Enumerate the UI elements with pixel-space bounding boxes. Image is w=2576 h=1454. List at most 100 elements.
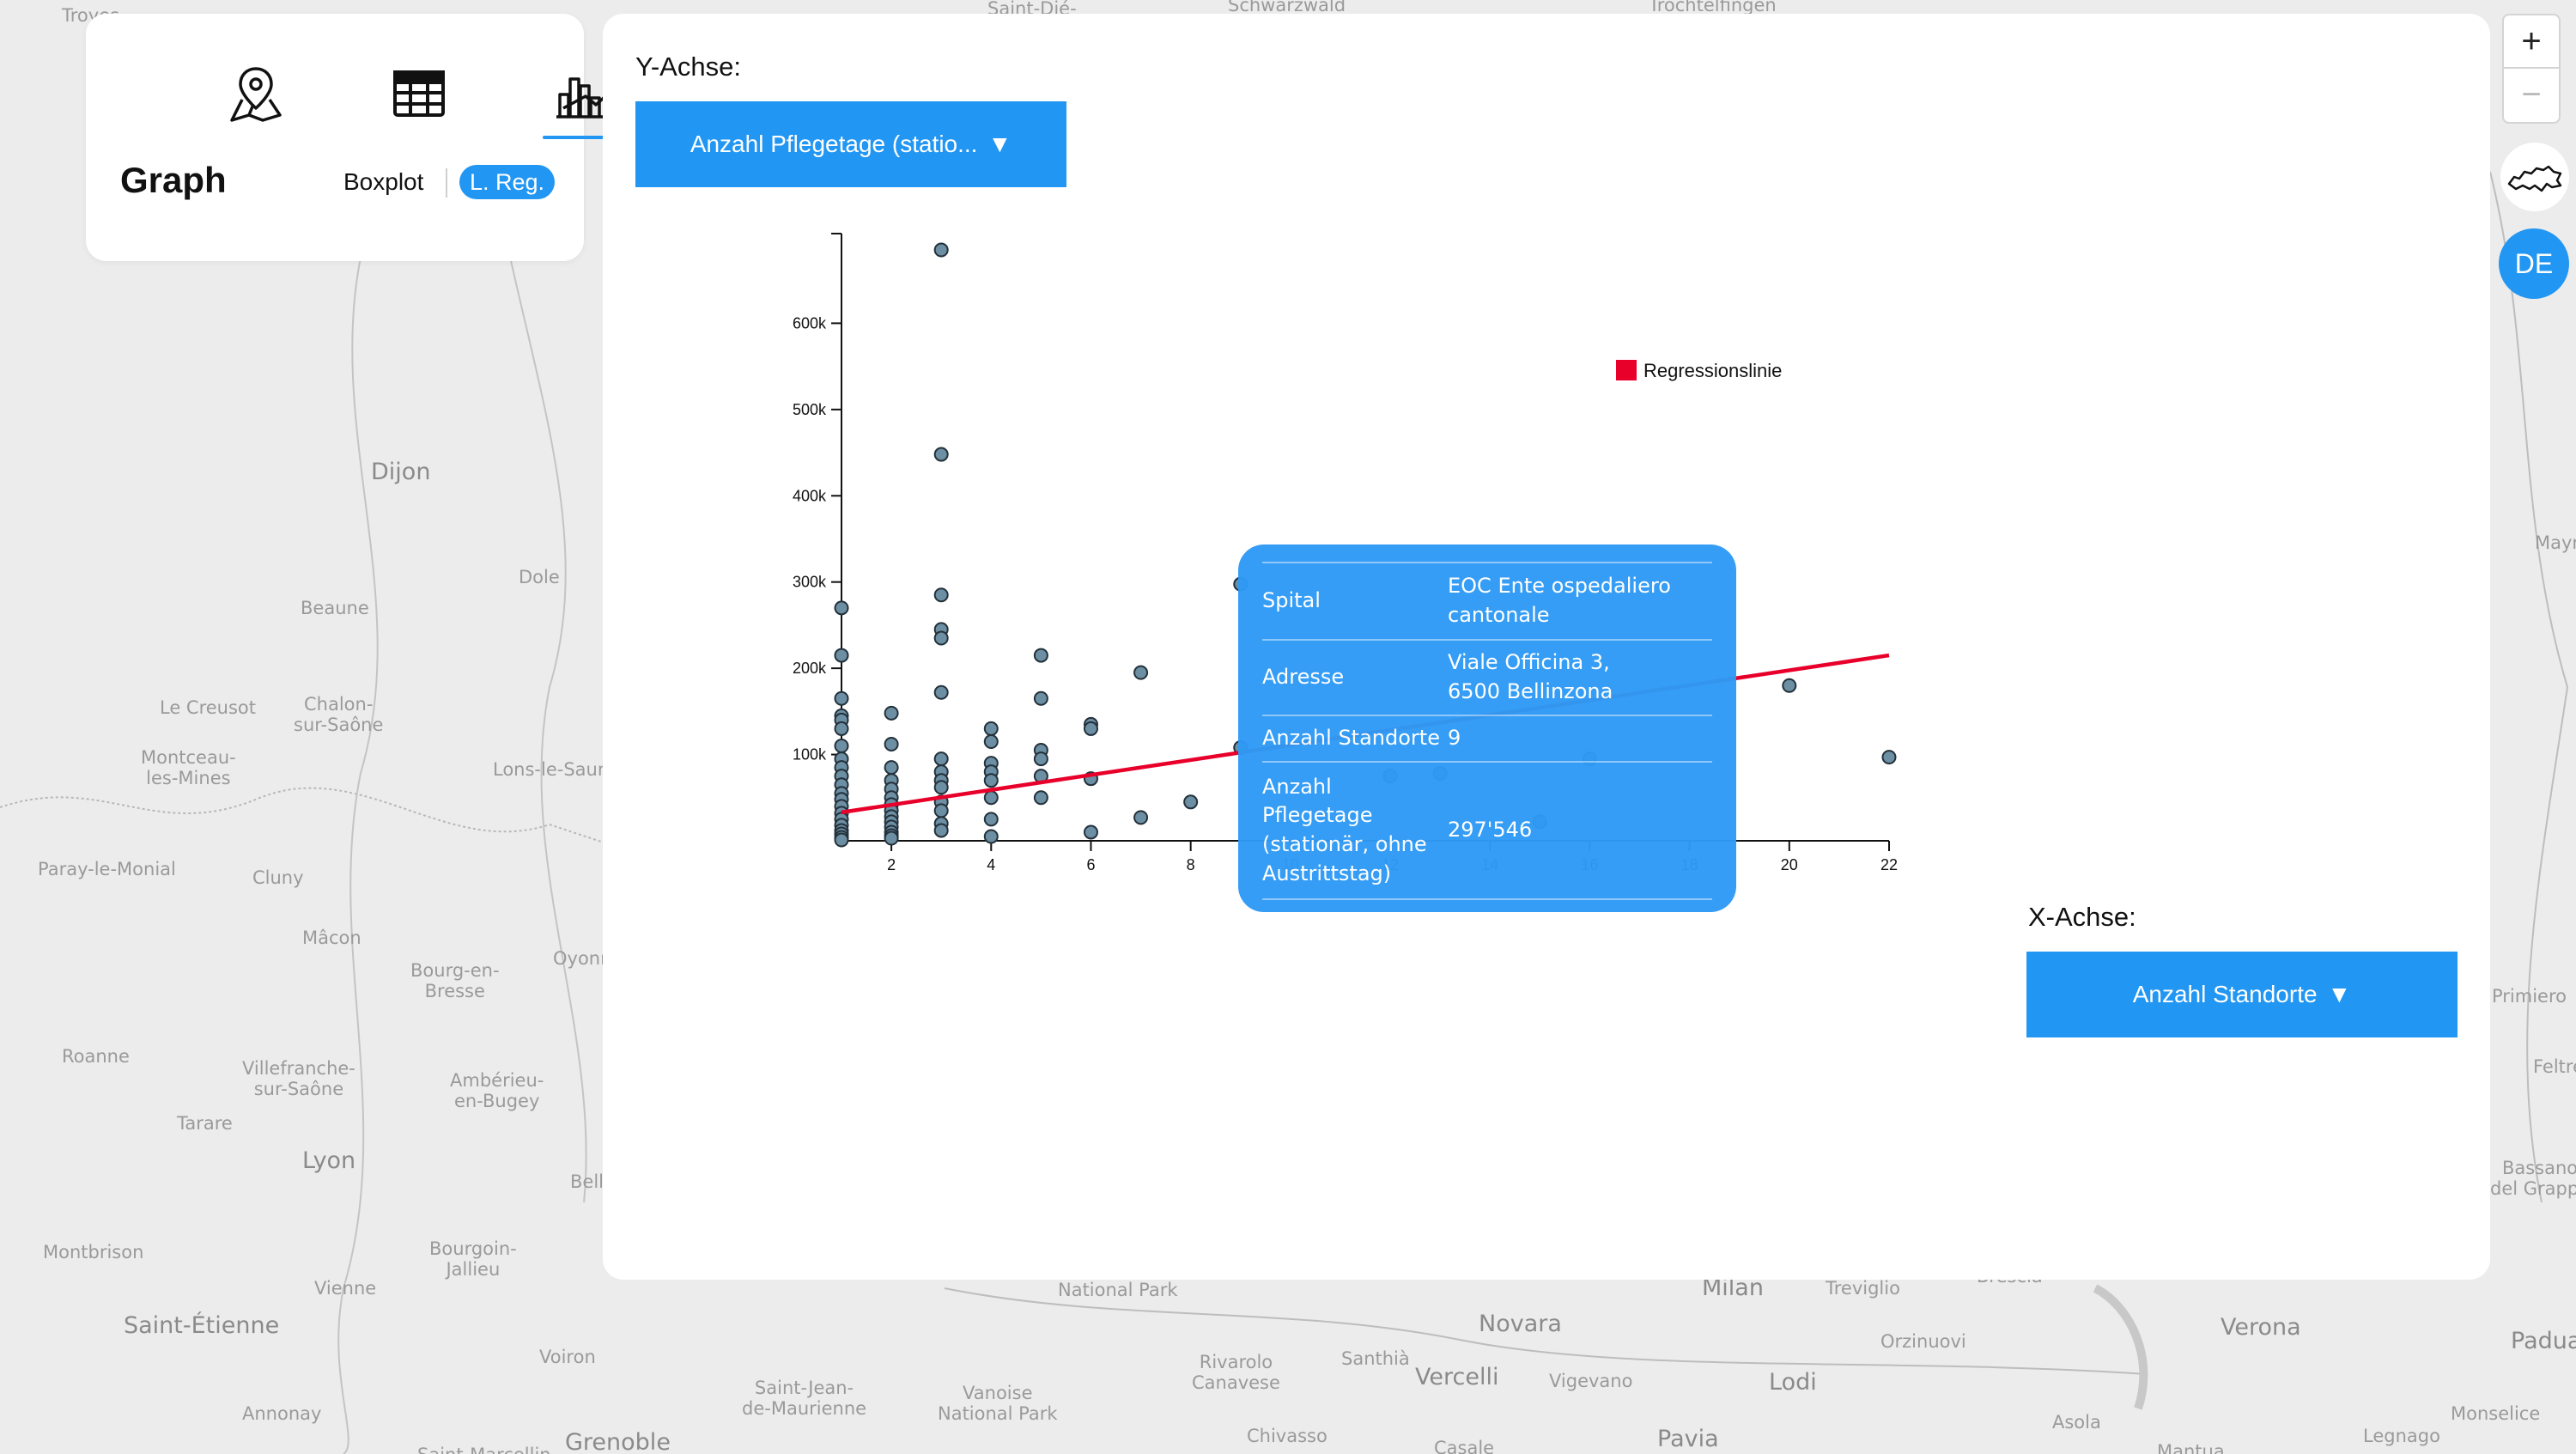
legend-swatch	[1616, 360, 1637, 380]
switzerland-reset-button[interactable]	[2500, 143, 2569, 211]
data-point	[933, 242, 949, 258]
table-icon[interactable]	[385, 60, 453, 129]
data-point	[834, 690, 849, 706]
map-pin-icon[interactable]	[222, 60, 290, 129]
map-place-label: Legnago	[2363, 1426, 2440, 1446]
map-place-label: Vienne	[314, 1278, 377, 1299]
tooltip-row: Anzahl Standorte 9	[1262, 715, 1712, 763]
data-point	[1183, 794, 1199, 810]
y-tick-label: 600k	[793, 314, 827, 332]
tooltip-value: 297'546	[1448, 762, 1712, 900]
y-tick-label: 400k	[793, 487, 827, 504]
y-tick-label: 500k	[793, 401, 827, 418]
tooltip-value: EOC Ente ospedaliero cantonale	[1448, 562, 1712, 641]
language-button[interactable]: DE	[2499, 228, 2569, 299]
scatter-chart: 100k200k300k400k500k600k2468101214161820…	[793, 233, 1898, 873]
y-tick-label: 100k	[793, 746, 827, 764]
x-tick-label: 6	[1086, 856, 1095, 873]
boxplot-tab[interactable]: Boxplot	[343, 168, 424, 195]
data-point	[983, 790, 999, 806]
x-axis-dropdown[interactable]: Anzahl Standorte ▼	[2026, 952, 2458, 1037]
data-point	[884, 830, 899, 846]
data-point	[983, 829, 999, 844]
data-point	[933, 447, 949, 462]
legend-label: Regressionslinie	[1643, 360, 1782, 381]
data-point	[1133, 810, 1149, 825]
data-point	[834, 721, 849, 736]
map-place-label: Treviglio	[1826, 1278, 1900, 1299]
map-place-label: Saint-Marcellin	[417, 1445, 551, 1454]
zoom-in-button[interactable]: +	[2504, 15, 2559, 69]
active-tab-indicator	[543, 136, 630, 139]
point-tooltip: Spital EOC Ente ospedaliero cantonale Ad…	[1238, 544, 1736, 912]
map-place-label: Saint-Jean- de-Maurienne	[742, 1378, 867, 1420]
data-point	[1033, 648, 1048, 663]
map-place-label: Trochtelfingen	[1649, 0, 1777, 15]
x-axis-dropdown-value: Anzahl Standorte	[2132, 981, 2318, 1007]
data-point	[1133, 665, 1149, 680]
data-point	[983, 773, 999, 788]
map-place-label: Roanne	[62, 1046, 130, 1067]
map-place-label: Beaune	[301, 598, 369, 618]
chart-points	[834, 242, 1897, 848]
map-place-label: Pavia	[1657, 1426, 1719, 1452]
map-place-label: Annonay	[242, 1403, 322, 1424]
tooltip-row: Anzahl Pflegetage (stationär, ohne Austr…	[1262, 762, 1712, 900]
data-point	[834, 739, 849, 754]
map-place-label: Bourg-en- Bresse	[410, 960, 500, 1002]
map-place-label: Bourgoin- Jallieu	[429, 1238, 517, 1281]
tooltip-row: Spital EOC Ente ospedaliero cantonale	[1262, 562, 1712, 641]
data-point	[834, 648, 849, 663]
data-point	[1782, 678, 1797, 693]
y-axis-dropdown[interactable]: Anzahl Pflegetage (statio... ▼	[635, 101, 1066, 187]
data-point	[933, 630, 949, 646]
x-tick-label: 8	[1187, 856, 1195, 873]
map-place-label: Le Creusot	[160, 697, 257, 718]
map-place-label: Novara	[1479, 1311, 1562, 1337]
data-point	[983, 734, 999, 749]
tooltip-key: Anzahl Pflegetage (stationär, ohne Austr…	[1262, 762, 1448, 900]
map-place-label: Dijon	[371, 459, 431, 485]
data-point	[933, 587, 949, 603]
data-point	[933, 823, 949, 838]
map-place-label: Cluny	[252, 867, 304, 888]
data-point	[884, 705, 899, 721]
tooltip-value: Viale Officina 3, 6500 Bellinzona	[1448, 640, 1712, 716]
x-tick-label: 22	[1880, 856, 1898, 873]
map-place-label: Ambérieu- en-Bugey	[450, 1070, 544, 1112]
map-place-label: Chalon- sur-Saône	[294, 694, 384, 736]
chevron-down-icon: ▼	[2327, 981, 2352, 1007]
tooltip-key: Anzahl Standorte	[1262, 715, 1448, 763]
zoom-out-button[interactable]: −	[2521, 76, 2542, 113]
map-place-label: Vercelli	[1415, 1364, 1499, 1390]
map-place-label: Tarare	[177, 1113, 233, 1134]
map-place-label: Orzinuovi	[1880, 1331, 1966, 1352]
data-point	[884, 760, 899, 776]
map-place-label: Chivasso	[1247, 1426, 1327, 1446]
y-tick-label: 200k	[793, 660, 827, 677]
map-place-label: Casale	[1434, 1438, 1495, 1454]
x-tick-label: 20	[1781, 856, 1798, 873]
map-place-label: Dole	[519, 567, 560, 587]
chart-icon[interactable]	[551, 60, 620, 129]
map-place-label: Padua	[2511, 1328, 2576, 1354]
map-place-label: Vanoise National Park	[938, 1383, 1058, 1425]
data-point	[834, 832, 849, 848]
map-place-label: Villefranche- sur-Saône	[242, 1058, 355, 1100]
linear-regression-tab[interactable]: L. Reg.	[459, 165, 556, 199]
map-place-label: Santhià	[1341, 1348, 1410, 1369]
map-place-label: Primiero	[2492, 986, 2567, 1007]
data-point	[933, 684, 949, 700]
data-point	[1033, 690, 1048, 706]
data-point	[834, 600, 849, 616]
tooltip-key: Spital	[1262, 562, 1448, 641]
map-place-label: Montbrison	[43, 1242, 144, 1262]
map-place-label: Verona	[2221, 1314, 2301, 1341]
map-place-label: Grenoble	[565, 1429, 671, 1454]
map-place-label: Mayrhofen	[2535, 532, 2576, 553]
x-axis-label: X-Achse:	[2028, 902, 2136, 932]
data-point	[1083, 824, 1098, 840]
map-place-label: Vigevano	[1549, 1371, 1633, 1391]
y-axis-label: Y-Achse:	[635, 52, 741, 82]
